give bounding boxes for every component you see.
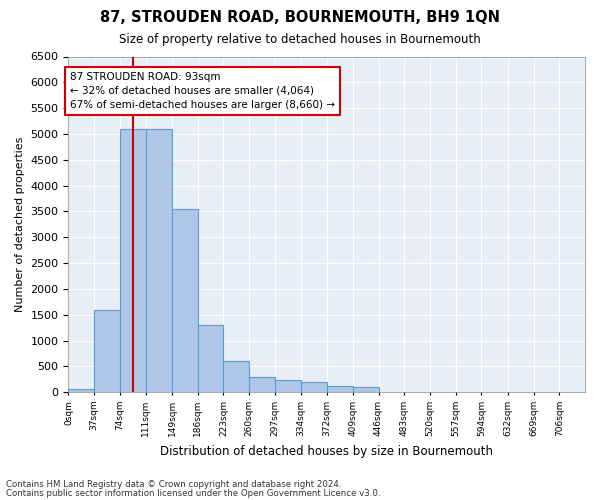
Text: 87, STROUDEN ROAD, BOURNEMOUTH, BH9 1QN: 87, STROUDEN ROAD, BOURNEMOUTH, BH9 1QN	[100, 10, 500, 25]
Bar	[120, 129, 146, 392]
Y-axis label: Number of detached properties: Number of detached properties	[15, 136, 25, 312]
Bar	[172, 209, 198, 392]
Bar	[68, 390, 94, 392]
Bar	[223, 361, 249, 392]
Bar	[353, 387, 379, 392]
Bar	[301, 382, 327, 392]
X-axis label: Distribution of detached houses by size in Bournemouth: Distribution of detached houses by size …	[160, 444, 493, 458]
Text: Contains public sector information licensed under the Open Government Licence v3: Contains public sector information licen…	[6, 488, 380, 498]
Text: 87 STROUDEN ROAD: 93sqm
← 32% of detached houses are smaller (4,064)
67% of semi: 87 STROUDEN ROAD: 93sqm ← 32% of detache…	[70, 72, 335, 110]
Text: Size of property relative to detached houses in Bournemouth: Size of property relative to detached ho…	[119, 32, 481, 46]
Bar	[146, 129, 172, 392]
Bar	[94, 310, 120, 392]
Bar	[275, 380, 301, 392]
Text: Contains HM Land Registry data © Crown copyright and database right 2024.: Contains HM Land Registry data © Crown c…	[6, 480, 341, 489]
Bar	[327, 386, 353, 392]
Bar	[198, 325, 223, 392]
Bar	[249, 376, 275, 392]
